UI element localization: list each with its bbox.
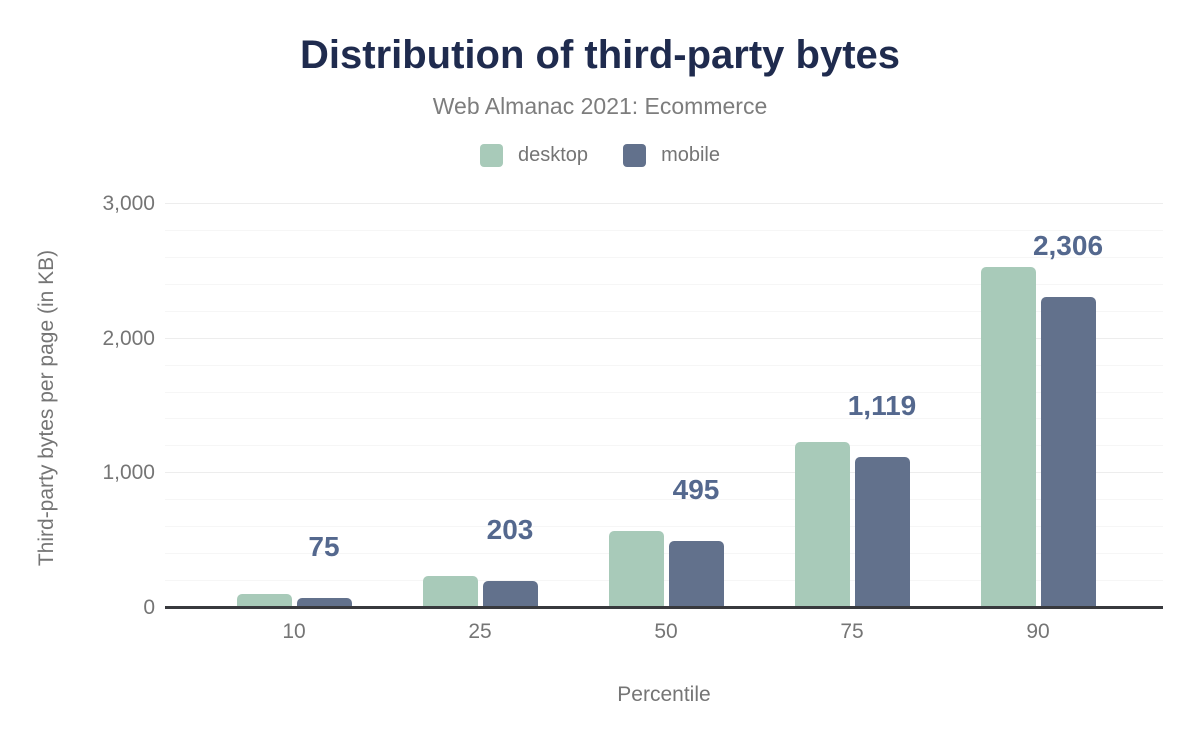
bar-desktop-p25 — [422, 575, 478, 608]
value-label-p50: 495 — [672, 474, 720, 506]
minor-gridline — [165, 256, 1163, 258]
minor-gridline — [165, 364, 1163, 366]
value-label-p25: 203 — [486, 513, 534, 545]
minor-gridline — [165, 553, 1163, 555]
major-gridline — [165, 203, 1163, 204]
value-label-p75: 1,119 — [847, 390, 917, 422]
legend-label-desktop: desktop — [518, 144, 589, 166]
desktop-color-swatch — [480, 144, 503, 167]
y-axis-title: Third-party bytes per page (in KB) — [35, 249, 58, 567]
x-axis-tick-label: 50 — [654, 620, 678, 643]
bar-desktop-p75 — [794, 442, 850, 608]
x-axis-tick-label: 75 — [840, 620, 864, 643]
minor-gridline — [165, 391, 1163, 393]
minor-gridline — [165, 445, 1163, 447]
legend-item-desktop: desktop — [480, 144, 588, 167]
bar-mobile-p10 — [296, 597, 352, 608]
x-axis-line — [165, 606, 1163, 609]
value-label-p10: 75 — [308, 530, 340, 562]
chart-title: Distribution of third-party bytes — [300, 33, 900, 77]
bar-mobile-p50 — [668, 541, 724, 608]
y-axis-tick-label: 3,000 — [102, 192, 155, 215]
legend: desktop mobile — [0, 144, 1200, 167]
minor-gridline — [165, 310, 1163, 312]
legend-item-mobile: mobile — [623, 144, 720, 167]
minor-gridline — [165, 526, 1163, 528]
bar-desktop-p10 — [236, 593, 292, 608]
y-axis-tick-label: 1,000 — [102, 461, 155, 485]
major-gridline — [165, 472, 1163, 474]
mobile-color-swatch — [623, 144, 647, 167]
legend-label-mobile: mobile — [661, 144, 720, 166]
x-axis-title: Percentile — [617, 683, 711, 706]
minor-gridline — [165, 229, 1163, 231]
bar-mobile-p75 — [854, 457, 910, 608]
bar-desktop-p90 — [980, 267, 1036, 608]
minor-gridline — [165, 283, 1163, 285]
bar-desktop-p50 — [608, 531, 664, 608]
x-axis-tick-label: 25 — [468, 620, 492, 643]
bar-mobile-p25 — [482, 580, 538, 608]
minor-gridline — [165, 580, 1163, 582]
y-axis-tick-label: 2,000 — [102, 326, 155, 350]
x-axis-tick-label: 10 — [282, 620, 306, 643]
bar-mobile-p90 — [1040, 297, 1096, 608]
x-axis-tick-label: 90 — [1026, 620, 1050, 643]
value-label-p90: 2,306 — [1032, 230, 1104, 262]
minor-gridline — [165, 418, 1163, 420]
major-gridline — [165, 337, 1163, 339]
y-axis-tick-label: 0 — [143, 596, 155, 619]
chart-subtitle: Web Almanac 2021: Ecommerce — [432, 93, 768, 119]
minor-gridline — [165, 499, 1163, 501]
plot-area: 0 1,000 2,000 3,000 75 203 495 1,119 2,306 10 25 50… — [102, 192, 1163, 643]
